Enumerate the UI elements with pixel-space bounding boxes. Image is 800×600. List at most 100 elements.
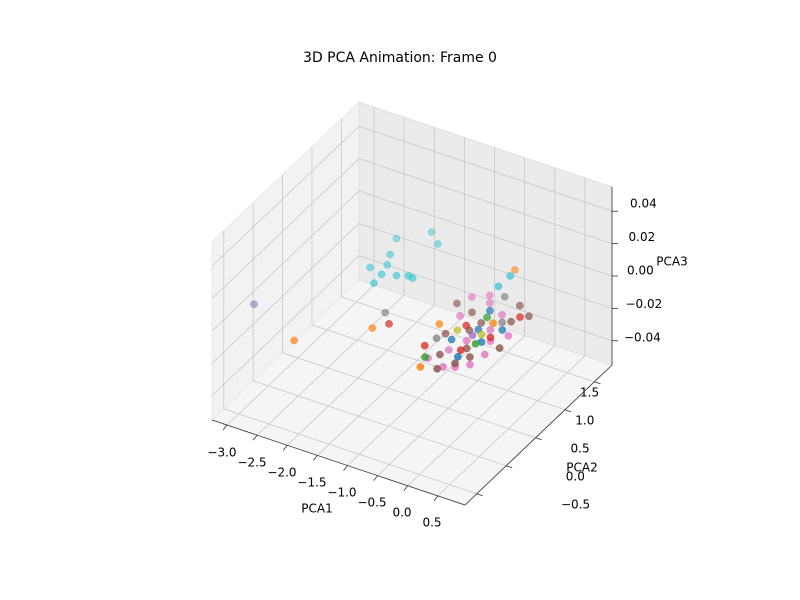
data-point: [433, 364, 442, 373]
x-axis-label: PCA1: [301, 502, 332, 516]
data-point: [468, 331, 477, 340]
data-point: [381, 308, 390, 317]
data-point: [290, 336, 299, 345]
data-point: [456, 346, 465, 355]
y-tick-mark: [564, 409, 572, 413]
y-axis-label: PCA2: [566, 461, 597, 475]
x-axis-line: [211, 419, 466, 506]
data-point: [432, 334, 441, 343]
y-tick-label: 1.0: [575, 414, 594, 428]
data-point: [377, 270, 386, 279]
grid-line: [211, 255, 613, 397]
grid-line: [317, 137, 465, 456]
x-tick-label: −2.0: [267, 466, 296, 480]
chart-title: 3D PCA Animation: Frame 0: [303, 50, 497, 66]
data-point: [416, 363, 425, 371]
y-tick-label: 0.0: [566, 470, 585, 484]
y-axis-line: [464, 364, 613, 506]
x-tick-mark: [313, 455, 318, 461]
x-tick-label: −1.0: [327, 486, 356, 500]
data-point: [370, 279, 378, 287]
y-tick-mark: [506, 465, 513, 469]
data-point: [444, 346, 453, 354]
grid-line: [282, 174, 536, 439]
x-tick-label: 0.0: [392, 506, 411, 520]
data-point: [486, 306, 494, 315]
data-point: [462, 336, 471, 345]
data-point: [456, 312, 464, 320]
x-tick-label: −0.5: [357, 496, 386, 510]
data-point: [483, 313, 491, 322]
grid-line: [407, 167, 556, 487]
z-tick-label: −0.04: [624, 331, 661, 345]
data-point: [447, 335, 456, 344]
data-point: [495, 344, 504, 352]
grid-line: [211, 158, 613, 299]
x-tick-mark: [222, 424, 228, 431]
data-point: [392, 234, 401, 243]
data-point: [485, 299, 494, 307]
x-tick-mark: [433, 495, 439, 502]
data-point: [453, 326, 462, 334]
data-point: [498, 326, 507, 334]
data-point: [466, 360, 474, 369]
z-axis-label: PCA3: [656, 255, 687, 269]
data-point: [468, 308, 476, 317]
y-tick-mark: [594, 381, 601, 385]
data-point: [404, 271, 413, 280]
data-point: [515, 301, 524, 310]
data-point: [453, 299, 461, 308]
grid-line: [287, 127, 435, 446]
x-tick-label: −2.5: [237, 456, 266, 470]
data-point: [525, 312, 533, 321]
grid-line: [211, 190, 613, 332]
data-point: [366, 263, 374, 272]
data-point: [494, 282, 503, 291]
z-tick-label: 0.02: [629, 230, 656, 244]
data-point: [486, 325, 495, 334]
grid-line: [377, 157, 526, 476]
data-point: [435, 320, 444, 328]
y-tick-mark: [535, 437, 542, 441]
data-point: [511, 266, 519, 274]
grid-line: [252, 202, 507, 467]
x-tick-mark: [343, 465, 348, 471]
grid-line: [211, 125, 613, 267]
x-tick-label: −1.5: [297, 476, 326, 490]
data-point: [500, 292, 509, 301]
grid-line: [211, 222, 613, 364]
data-point: [480, 350, 489, 359]
data-point: [392, 271, 401, 280]
grid-line: [340, 118, 595, 383]
grid-line: [223, 230, 477, 495]
data-point: [433, 240, 442, 248]
data-point: [250, 300, 258, 309]
data-point: [504, 332, 513, 340]
x-tick-label: −3.0: [207, 446, 236, 460]
z-tick-label: 0.00: [627, 264, 654, 278]
data-point: [471, 339, 480, 348]
data-point: [467, 293, 476, 301]
z-tick-label: −0.02: [626, 297, 663, 311]
data-point: [451, 359, 459, 368]
grid-line: [437, 177, 586, 497]
y-tick-label: −0.5: [561, 498, 590, 512]
data-point: [427, 228, 436, 236]
x-tick-mark: [403, 485, 409, 492]
data-point: [436, 350, 444, 359]
data-point: [420, 341, 429, 350]
data-point: [486, 333, 495, 342]
x-tick-label: 0.5: [422, 516, 441, 530]
data-point: [421, 353, 429, 361]
data-point: [477, 319, 486, 327]
data-point: [462, 321, 471, 330]
data-point: [516, 313, 524, 321]
y-tick-mark: [476, 493, 483, 497]
data-point: [498, 318, 506, 327]
data-point: [477, 330, 486, 339]
data-point: [506, 272, 515, 280]
data-point: [498, 310, 506, 319]
data-point: [485, 291, 494, 300]
grid-line: [256, 117, 405, 436]
